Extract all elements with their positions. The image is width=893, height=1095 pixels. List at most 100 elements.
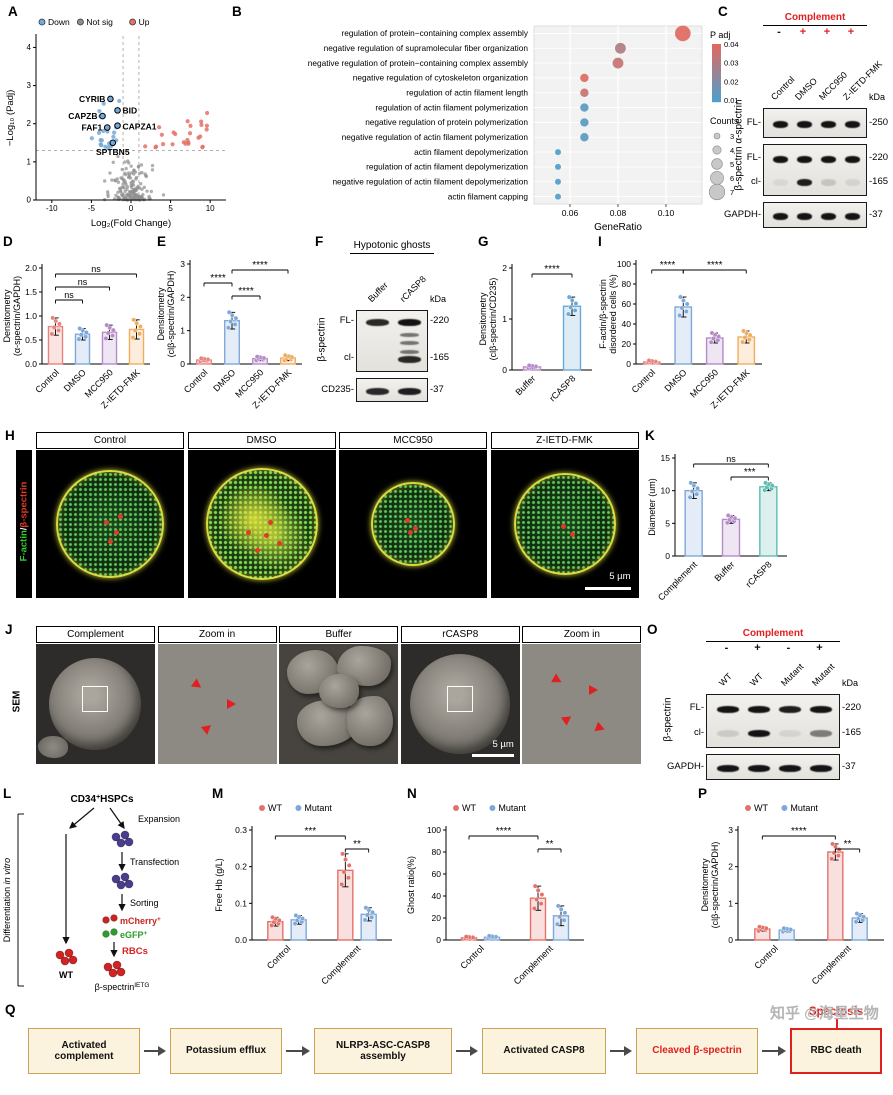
svg-text:BID: BID	[123, 105, 138, 115]
confocal-image-MCC950	[339, 450, 487, 598]
scale-bar	[471, 754, 514, 757]
svg-text:1: 1	[502, 314, 507, 324]
svg-text:Mutant: Mutant	[498, 803, 526, 813]
svg-text:Free Hb (g/L): Free Hb (g/L)	[214, 858, 224, 912]
svg-text:FAF1: FAF1	[81, 123, 102, 133]
svg-text:5: 5	[665, 518, 670, 528]
confocal-title-MCC950: MCC950	[339, 432, 487, 449]
svg-text:1.0: 1.0	[25, 311, 37, 321]
svg-text:Expansion: Expansion	[138, 814, 180, 824]
svg-text:****: ****	[791, 826, 807, 837]
svg-text:****: ****	[707, 260, 723, 271]
svg-text:Ghost ratio(%): Ghost ratio(%)	[406, 856, 416, 914]
svg-text:(clβ-spectrin/GAPDH): (clβ-spectrin/GAPDH)	[166, 271, 176, 358]
flow-box-2: NLRP3-ASC-CASP8 assembly	[314, 1028, 452, 1074]
flow-box-1: Potassium efflux	[170, 1028, 282, 1074]
svg-text:ns: ns	[78, 277, 88, 287]
svg-text:-5: -5	[88, 204, 96, 213]
flow-arrow-icon	[158, 1046, 166, 1056]
confocal-image-Control	[36, 450, 184, 598]
panel-label-b: B	[232, 4, 242, 19]
svg-text:Control: Control	[265, 943, 293, 971]
svg-text:0.1: 0.1	[235, 898, 247, 908]
blot-protein-label: β-spectrin	[662, 697, 674, 742]
sem-image-1	[157, 644, 277, 764]
svg-text:5: 5	[168, 204, 173, 213]
svg-text:****: ****	[660, 260, 676, 271]
svg-text:1: 1	[728, 898, 733, 908]
svg-text:0.08: 0.08	[610, 208, 627, 218]
svg-text:0.06: 0.06	[562, 208, 579, 218]
sem-title-2: Buffer	[279, 626, 399, 643]
svg-text:2: 2	[27, 119, 32, 128]
svg-text:negative regulation of supramo: negative regulation of supramolecular fi…	[324, 43, 529, 53]
lane-label: WT	[716, 671, 734, 688]
svg-text:1.5: 1.5	[25, 287, 37, 297]
differentiation-diagram-svg: Differentiation in vitro CD34+HSPCs Expans…	[2, 794, 180, 992]
svg-text:****: ****	[496, 826, 512, 837]
flow-arrow-icon	[470, 1046, 478, 1056]
svg-text:0: 0	[502, 365, 507, 375]
confocal-title-Control: Control	[36, 432, 184, 449]
svg-text:2.0: 2.0	[25, 263, 37, 273]
svg-text:****: ****	[238, 286, 254, 297]
stain-legend-label: F-actin/β-spectrin	[18, 481, 30, 562]
svg-text:15: 15	[661, 453, 671, 463]
sem-image-2	[279, 644, 399, 764]
confocal-image-DMSO	[187, 450, 336, 598]
panel-label-d: D	[3, 234, 13, 249]
zoom-region-box	[82, 686, 108, 712]
panel-j-sem-images: SEM Complement Zoom in Buffer rCASP8 5 µm Zoom…	[4, 624, 644, 769]
svg-text:Transfection: Transfection	[130, 857, 179, 867]
svg-text:Sorting: Sorting	[130, 898, 159, 908]
svg-text:6: 6	[730, 174, 734, 183]
svg-text:Diameter (um): Diameter (um)	[647, 478, 657, 536]
svg-text:Up: Up	[139, 17, 150, 27]
svg-text:−Log₁₀ (Padj): −Log₁₀ (Padj)	[5, 90, 16, 147]
svg-text:SPTBN5: SPTBN5	[96, 147, 130, 157]
svg-text:P adj: P adj	[710, 30, 730, 40]
svg-text:CAPZA1: CAPZA1	[123, 122, 157, 132]
svg-text:60: 60	[432, 869, 442, 879]
panel-label-i: I	[598, 234, 602, 249]
svg-text:Densitometry: Densitometry	[478, 292, 488, 346]
panel-b-go-dotplot: regulation of protein−containing complex…	[234, 12, 786, 239]
red-arrow-icon	[594, 721, 607, 735]
svg-text:Control: Control	[630, 367, 658, 395]
svg-text:Complement: Complement	[656, 559, 700, 603]
dotplot-svg: regulation of protein−containing complex…	[308, 25, 739, 233]
blot-membrane	[706, 694, 840, 748]
svg-text:(clβ-spectrin/GAPDH): (clβ-spectrin/GAPDH)	[710, 842, 720, 929]
svg-text:negative regulation of actin f: negative regulation of actin filament po…	[342, 132, 529, 142]
confocal-title-DMSO: DMSO	[187, 432, 336, 449]
svg-text:CD34+HSPCs: CD34+HSPCs	[70, 794, 133, 805]
bar-chart-svg: 0 5 10 15 Complement Buffer rCASP8 ns *** Diamete…	[647, 453, 787, 603]
svg-text:RBCs: RBCs	[122, 946, 148, 957]
svg-text:rCASP8: rCASP8	[547, 373, 577, 403]
svg-text:7: 7	[730, 188, 734, 197]
panel-p-bar-chart: 0 1 2 3 Control Complement **** ** WT Mutant Densi…	[700, 790, 890, 1003]
svg-text:ns: ns	[64, 290, 74, 300]
svg-text:****: ****	[252, 260, 268, 271]
svg-text:negative regulation of protein: negative regulation of protein−containin…	[308, 58, 529, 68]
svg-text:5: 5	[730, 160, 734, 169]
svg-text:0.10: 0.10	[658, 208, 675, 218]
scale-bar	[584, 587, 631, 590]
svg-text:rCASP8: rCASP8	[744, 559, 774, 589]
svg-text:Not sig: Not sig	[86, 17, 113, 27]
lane-label: WT	[747, 671, 765, 688]
svg-text:WT: WT	[59, 970, 73, 980]
svg-text:β-spectrinIETG: β-spectrinIETG	[95, 982, 150, 992]
flow-arrow-icon	[624, 1046, 632, 1056]
svg-text:4: 4	[730, 146, 734, 155]
flow-box-4: Cleaved β-spectrin	[636, 1028, 758, 1074]
red-arrow-icon	[191, 678, 205, 692]
svg-text:80: 80	[432, 847, 442, 857]
svg-text:Mutant: Mutant	[304, 803, 332, 813]
svg-text:1: 1	[27, 157, 32, 166]
flow-arrow-icon	[302, 1046, 310, 1056]
panel-i-bar-chart: 0 20 40 60 80 100 Control DMSO MCC950 Z-IETD-FMK *…	[598, 238, 766, 425]
svg-text:Buffer: Buffer	[712, 559, 736, 583]
svg-text:Complement: Complement	[319, 943, 363, 987]
